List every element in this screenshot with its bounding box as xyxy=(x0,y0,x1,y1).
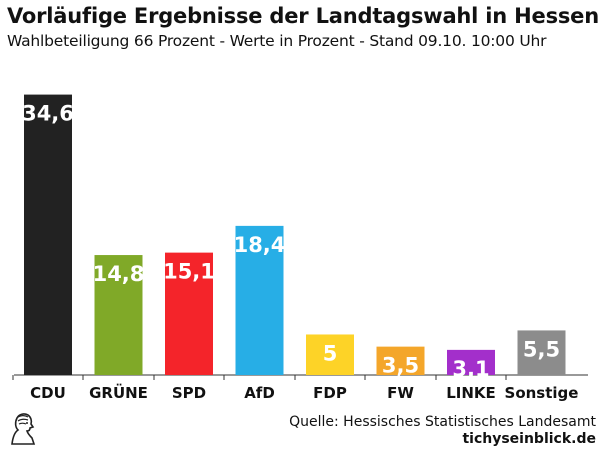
category-label-cdu: CDU xyxy=(30,384,66,402)
data-label-fw: 3,5 xyxy=(382,354,419,378)
data-label-spd: 15,1 xyxy=(163,260,215,284)
data-label-grüne: 14,8 xyxy=(93,262,145,286)
bar-fdp xyxy=(306,334,354,375)
data-label-sonstige: 5,5 xyxy=(523,337,560,361)
chart-title: Vorläufige Ergebnisse der Landtagswahl i… xyxy=(7,4,599,28)
bar-chart: 34,6 CDU 14,8 GRÜNE 15,1 SPD 18,4 AfD 5 FDP 3,5 FW 3… xyxy=(12,94,588,402)
category-label-fdp: FDP xyxy=(313,384,347,402)
bar-linke xyxy=(447,349,495,375)
category-label-spd: SPD xyxy=(172,384,206,402)
category-label-linke: LINKE xyxy=(446,384,496,402)
bar-fw xyxy=(376,346,425,375)
data-label-afd: 18,4 xyxy=(234,233,286,257)
data-label-fdp: 5 xyxy=(323,341,338,365)
chart-subtitle: Wahlbeteiligung 66 Prozent - Werte in Pr… xyxy=(7,32,547,50)
bust-portrait-icon xyxy=(6,410,38,450)
bar-sonstige xyxy=(517,330,566,375)
brand-url: tichyseinblick.de xyxy=(462,431,596,447)
bar-cdu xyxy=(24,94,72,375)
category-label-grüne: GRÜNE xyxy=(89,383,148,402)
data-label-linke: 3,1 xyxy=(452,357,489,381)
bar-spd xyxy=(165,252,213,375)
source-note: Quelle: Hessisches Statistisches Landesa… xyxy=(289,414,596,430)
category-label-fw: FW xyxy=(387,384,414,402)
data-label-cdu: 34,6 xyxy=(22,102,74,126)
bar-grüne xyxy=(94,255,143,375)
category-label-sonstige: Sonstige xyxy=(505,384,579,402)
category-label-afd: AfD xyxy=(244,384,275,402)
bar-afd xyxy=(235,225,284,375)
